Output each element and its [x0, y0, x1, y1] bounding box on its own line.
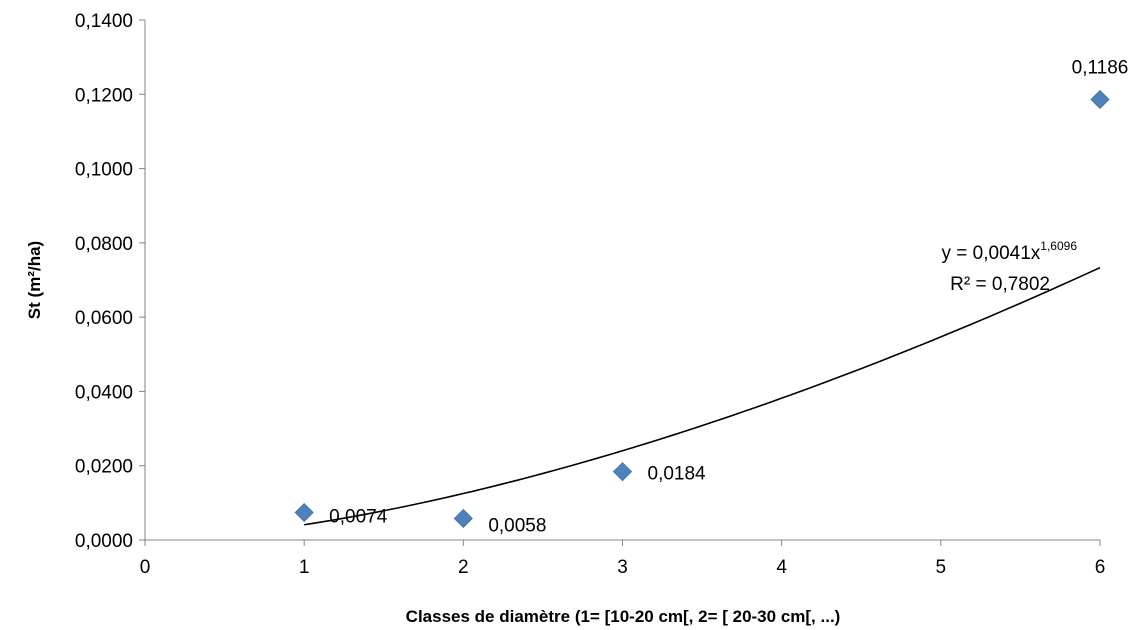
x-tick-label: 4	[776, 557, 787, 578]
y-tick-label: 0,0000	[75, 531, 133, 552]
data-point	[453, 508, 473, 529]
equation-exponent: 1,6096	[1040, 239, 1077, 253]
data-label: 0,0184	[648, 464, 707, 485]
y-tick-label: 0,0400	[75, 382, 133, 403]
x-tick-label: 5	[936, 557, 947, 578]
y-tick-label: 0,0600	[75, 308, 133, 329]
x-tick-label: 3	[617, 557, 628, 578]
equation-prefix: y = 0,0041x	[942, 243, 1041, 264]
y-tick-label: 0,1200	[75, 85, 133, 106]
data-point	[294, 502, 314, 523]
trendline-r-squared: R² = 0,7802	[950, 274, 1050, 295]
trendline-group	[304, 266, 1101, 526]
y-tick-label: 0,0200	[75, 457, 133, 478]
data-label: 0,0058	[488, 515, 546, 536]
points-group: 0,0074 0,0058 0,0184 0,1186	[294, 57, 1129, 536]
data-point	[612, 462, 633, 482]
y-axis: 0,0000 0,0200 0,0400 0,0600 0,0800 0,1000 0,12…	[75, 11, 146, 552]
data-label: 0,0074	[329, 507, 388, 528]
y-tick-label: 0,1000	[75, 160, 133, 181]
x-tick-label: 6	[1095, 557, 1106, 578]
x-axis-title: Classes de diamètre (1= [10-20 cm[, 2= […	[406, 607, 841, 626]
y-tick-label: 0,0800	[75, 234, 133, 255]
x-tick-label: 0	[140, 557, 151, 578]
x-tick-label: 2	[458, 557, 469, 578]
data-point	[1090, 89, 1110, 110]
y-axis-title: St (m²/ha)	[25, 241, 44, 319]
x-tick-label: 1	[299, 557, 310, 578]
x-axis: 0 1 2 3 4 5 6	[140, 539, 1106, 578]
data-label: 0,1186	[1072, 57, 1129, 78]
trendline	[304, 266, 1101, 526]
y-tick-label: 0,1400	[75, 11, 133, 32]
trendline-equation: y = 0,0041x1,6096	[942, 239, 1078, 264]
